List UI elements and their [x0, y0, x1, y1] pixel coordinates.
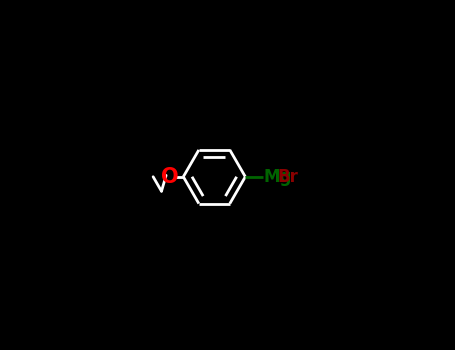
Text: Mg: Mg — [263, 168, 292, 186]
Text: O: O — [161, 167, 179, 187]
Text: Br: Br — [278, 168, 298, 186]
